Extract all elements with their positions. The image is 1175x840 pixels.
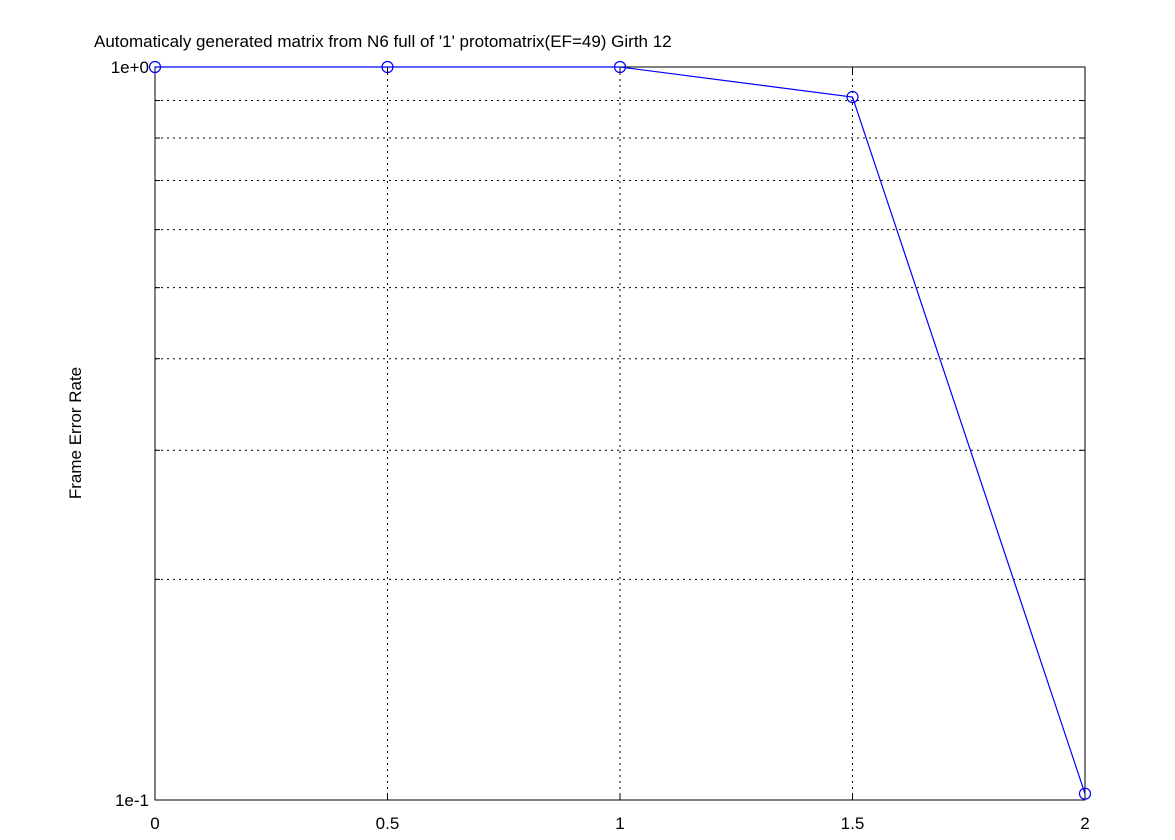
series-line [155, 66, 1086, 794]
grid [155, 67, 1085, 800]
data-point-marker [148, 60, 162, 74]
y-tick-label: 1e-1 [115, 791, 149, 810]
x-tick-label: 0 [150, 814, 159, 833]
x-tick-label: 2 [1080, 814, 1089, 833]
y-tick-label: 1e+0 [111, 58, 149, 77]
ticks: 0 0.5 1 1.5 2 1e-1 1e+0 [111, 58, 1090, 833]
data-point-marker [381, 60, 394, 74]
x-tick-label: 1.5 [841, 814, 865, 833]
y-axis-label: Frame Error Rate [66, 367, 85, 499]
chart-title: Automaticaly generated matrix from N6 fu… [94, 32, 672, 51]
data-point-marker [1078, 787, 1092, 800]
data-point-marker [846, 90, 859, 104]
series [148, 60, 1092, 800]
data-point-marker [613, 60, 627, 74]
x-tick-label: 1 [615, 814, 624, 833]
x-tick-label: 0.5 [376, 814, 400, 833]
